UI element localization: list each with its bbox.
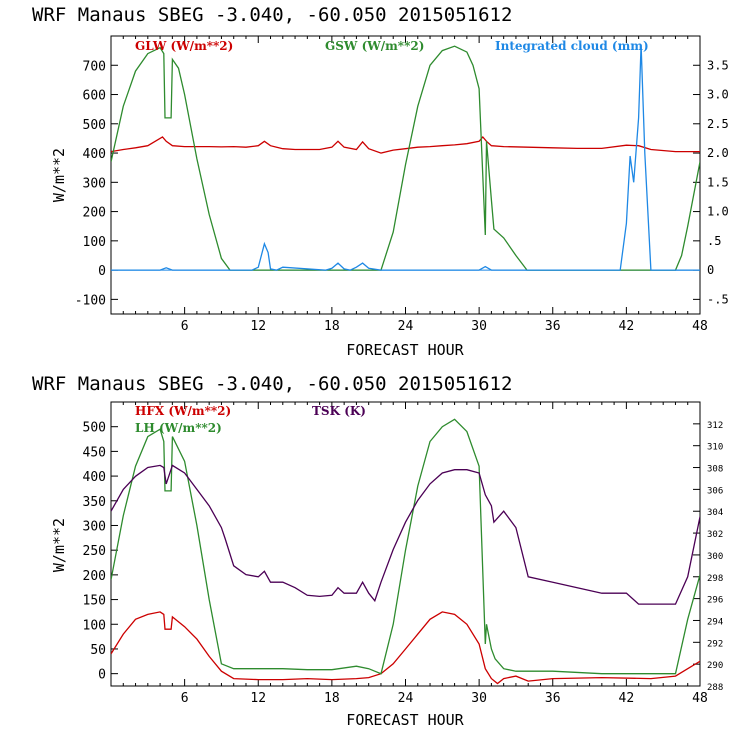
y-tick-label: 500 [83,118,106,133]
y2-tick-label: 0 [707,263,714,277]
y-tick-label: 450 [83,445,106,460]
x-axis-label: FORECAST HOUR [346,711,464,729]
surface-flux-panel: WRF Manaus SBEG -3.040, -60.050 20150516… [32,373,723,729]
x-tick-label: 42 [619,319,635,334]
series-line-integrated [111,44,700,271]
y2-tick-label: 3.5 [707,58,729,72]
x-axis-label: FORECAST HOUR [346,341,464,359]
y-axis-label: W/m**2 [50,148,68,202]
y-tick-label: 200 [83,569,106,584]
y-tick-label: 700 [83,59,106,74]
legend-entry: GSW (W/m**2) [325,39,424,53]
y2-tick-label: 290 [707,661,723,671]
x-tick-label: 18 [324,319,340,334]
y2-tick-label: 306 [707,486,723,496]
y-tick-label: 400 [83,470,106,485]
x-tick-label: 42 [619,691,635,706]
x-tick-label: 48 [692,319,708,334]
y2-tick-label: 294 [707,617,723,627]
y2-tick-label: 308 [707,465,723,475]
series-line-gsw [111,45,700,271]
y-tick-label: -100 [75,293,106,308]
x-tick-label: 48 [692,691,708,706]
y2-tick-label: .5 [707,234,721,248]
y2-tick-label: 300 [707,552,723,562]
y-tick-label: 0 [98,668,106,683]
x-tick-label: 6 [181,691,189,706]
y-tick-label: 200 [83,206,106,221]
y-tick-label: 100 [83,235,106,250]
y-tick-label: 350 [83,495,106,510]
x-tick-label: 36 [545,319,561,334]
y-tick-label: 250 [83,544,106,559]
x-tick-label: 12 [250,691,266,706]
series-line-glw [111,136,700,154]
x-tick-label: 30 [471,691,487,706]
y2-tick-label: 3.0 [707,88,729,102]
y2-tick-label: 304 [707,508,723,518]
legend-entry: GLW (W/m**2) [135,39,233,53]
y-tick-label: 0 [98,264,106,279]
y2-tick-label: 2.5 [707,117,729,131]
y2-tick-label: 292 [707,639,723,649]
radiation-panel: WRF Manaus SBEG -3.040, -60.050 20150516… [32,4,729,359]
y-axis-label: W/m**2 [50,518,68,572]
series-line-hfx [111,611,700,685]
y-tick-label: 300 [83,176,106,191]
y-tick-label: 400 [83,147,106,162]
y-tick-label: 50 [90,643,106,658]
legend-entry: LH (W/m**2) [135,421,222,435]
series-line-lh [111,418,700,675]
y-tick-label: 600 [83,89,106,104]
y2-tick-label: -.5 [707,292,729,306]
legend-entry: HFX (W/m**2) [135,404,231,418]
plot-frame [110,35,701,315]
x-tick-label: 24 [398,691,414,706]
x-tick-label: 24 [398,319,414,334]
y2-tick-label: 1.5 [707,175,729,189]
x-tick-label: 6 [181,319,189,334]
y2-tick-label: 312 [707,421,723,431]
legend-entry: TSK (K) [312,404,366,418]
series-line-tsk [111,464,700,605]
x-tick-label: 18 [324,691,340,706]
legend-entry: Integrated cloud (mm) [495,39,649,53]
y2-tick-label: 298 [707,574,723,584]
y-tick-label: 100 [83,618,106,633]
x-tick-label: 12 [250,319,266,334]
y2-tick-label: 310 [707,443,723,453]
y2-tick-label: 2.0 [707,146,729,160]
y2-tick-label: 302 [707,530,723,540]
y2-tick-label: 1.0 [707,205,729,219]
y-tick-label: 300 [83,519,106,534]
y-tick-label: 150 [83,594,106,609]
x-tick-label: 30 [471,319,487,334]
y2-tick-label: 288 [707,683,723,693]
x-tick-label: 36 [545,691,561,706]
y-tick-label: 500 [83,421,106,436]
chart-title: WRF Manaus SBEG -3.040, -60.050 20150516… [32,4,512,26]
y2-tick-label: 296 [707,596,723,606]
chart-title: WRF Manaus SBEG -3.040, -60.050 20150516… [32,373,512,395]
